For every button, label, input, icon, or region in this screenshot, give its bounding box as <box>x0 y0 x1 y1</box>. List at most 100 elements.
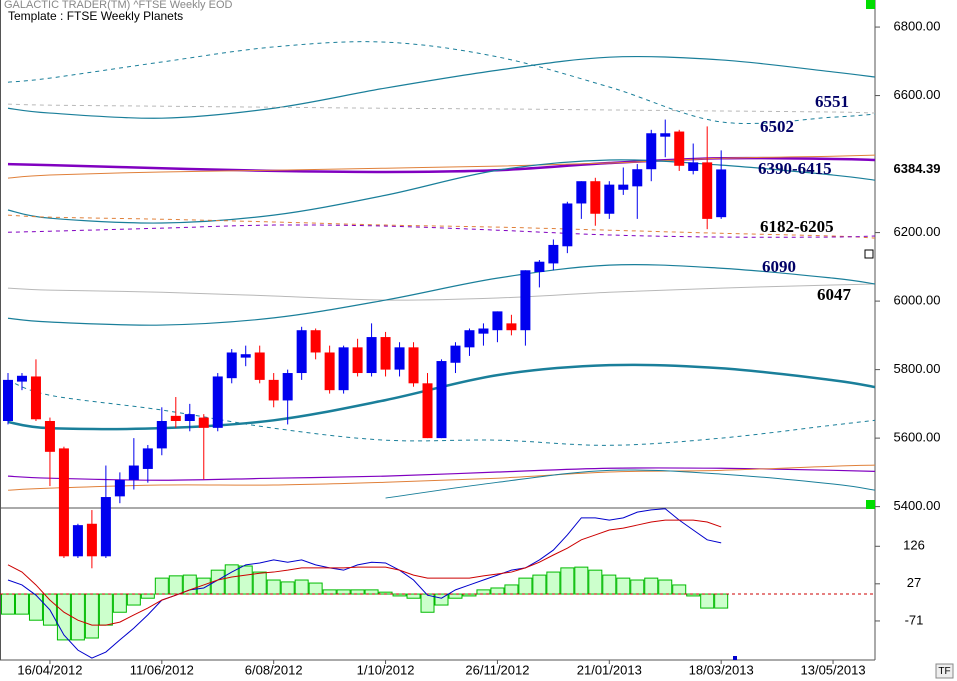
candle-body <box>268 379 279 401</box>
marker <box>733 656 737 660</box>
histogram-bar <box>420 593 435 613</box>
level-annotation: 6551 <box>815 92 849 111</box>
candle-body <box>492 311 503 331</box>
histogram-bar <box>14 593 29 615</box>
histogram-bar <box>280 581 295 595</box>
histogram-bar <box>546 571 561 595</box>
icon <box>864 249 874 259</box>
candle-body <box>310 330 321 353</box>
histogram-bar <box>364 589 379 595</box>
candle-body <box>506 323 517 331</box>
histogram-bar <box>140 593 155 599</box>
y-tick-label: 126 <box>903 538 925 553</box>
histogram-bar <box>266 579 281 595</box>
histogram-bar <box>350 589 365 595</box>
candle-body <box>646 133 657 170</box>
candle-body <box>366 337 377 374</box>
candle-body <box>464 330 475 348</box>
level-annotation: 6502 <box>760 117 794 136</box>
candle-body <box>520 270 531 331</box>
x-tick-label: 6/08/2012 <box>245 662 303 677</box>
candle-body <box>184 414 195 421</box>
histogram-bar <box>196 577 211 595</box>
histogram-bar <box>490 587 505 595</box>
x-tick-label: 18/03/2013 <box>689 662 754 677</box>
level-annotation: 6047 <box>817 285 852 304</box>
candle-body <box>450 345 461 363</box>
candle-body <box>534 261 545 272</box>
planet-line <box>7 156 875 174</box>
last-price-label: 6384.39 <box>894 161 941 176</box>
histogram-bar <box>630 579 645 595</box>
y-tick-label: 6800.00 <box>894 18 941 33</box>
candle-body <box>44 420 55 452</box>
tf-box[interactable] <box>935 663 954 679</box>
candle-body <box>100 497 111 557</box>
histogram-bar <box>56 593 71 641</box>
histogram-bar <box>714 593 729 609</box>
histogram-bar <box>98 593 113 626</box>
histogram-bar <box>406 593 421 599</box>
histogram-bar <box>84 593 99 639</box>
candle-body <box>674 131 685 166</box>
candle-body <box>226 352 237 379</box>
candle-body <box>548 244 559 264</box>
histogram-bar <box>672 584 687 595</box>
candle-body <box>2 379 13 421</box>
histogram-bar <box>476 589 491 595</box>
histogram-bar <box>602 574 617 595</box>
histogram-bar <box>448 593 463 599</box>
histogram-bar <box>154 577 169 595</box>
candle-body <box>86 523 97 557</box>
histogram-bar <box>252 571 267 595</box>
y-tick-label: 6200.00 <box>894 224 941 239</box>
x-tick-label: 1/10/2012 <box>357 662 415 677</box>
candle-body <box>352 347 363 374</box>
candle-body <box>212 376 223 428</box>
histogram-bar <box>238 565 253 595</box>
histogram-bar <box>224 564 239 595</box>
histogram-bar <box>560 567 575 595</box>
indicator-layer <box>0 508 875 659</box>
histogram-bar <box>686 593 701 597</box>
candle-body <box>660 133 671 137</box>
y-tick-label: 5600.00 <box>894 430 941 445</box>
x-tick-label: 21/01/2013 <box>577 662 642 677</box>
candle-body <box>198 417 209 428</box>
candle-body <box>296 330 307 374</box>
candle-body <box>478 328 489 334</box>
candle-body <box>324 352 335 391</box>
candle-layer <box>2 119 727 569</box>
planet-line <box>7 214 875 239</box>
candle-body <box>408 347 419 384</box>
histogram-bar <box>0 593 15 615</box>
candle-body <box>142 448 153 469</box>
planet-line <box>7 103 875 114</box>
y-tick-label: 5800.00 <box>894 361 941 376</box>
candle-body <box>338 347 349 391</box>
histogram-bar <box>126 593 141 606</box>
x-tick-label: 11/06/2012 <box>130 662 194 677</box>
candle-body <box>16 375 27 382</box>
histogram-bar <box>532 574 547 595</box>
candle-body <box>114 479 125 497</box>
candle-body <box>688 162 699 171</box>
candle-body <box>394 347 405 370</box>
histogram-bar <box>322 589 337 595</box>
planet-line <box>7 159 875 224</box>
tf-label[interactable]: TF <box>938 666 950 677</box>
y-tick-label: -71 <box>905 612 924 627</box>
candle-body <box>380 337 391 370</box>
candle-body <box>618 184 629 190</box>
candle-body <box>170 415 181 421</box>
histogram-bar <box>112 593 127 613</box>
planet-line <box>385 469 875 499</box>
histogram-bar <box>28 593 43 621</box>
candle-body <box>632 169 643 187</box>
histogram-bar <box>308 582 323 595</box>
planet-line <box>7 283 875 301</box>
histogram-bar <box>644 577 659 595</box>
level-annotation: 6390-6415 <box>758 159 832 178</box>
candle-body <box>156 420 167 449</box>
